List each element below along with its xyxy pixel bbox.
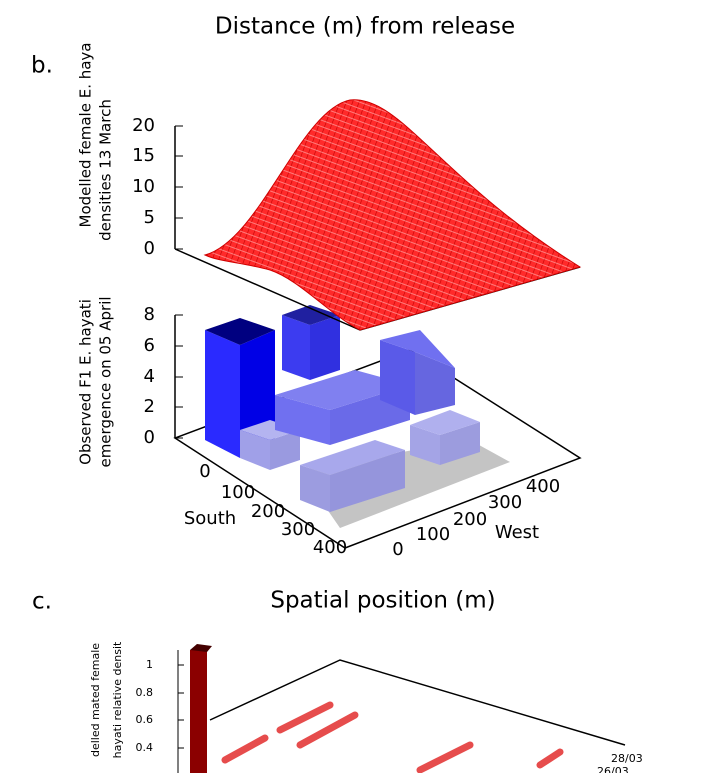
west-tick-label: 200 xyxy=(453,509,487,530)
bar-side xyxy=(330,450,405,512)
bar-face xyxy=(300,465,330,512)
bars xyxy=(205,305,480,512)
y-tick-label: 15 xyxy=(132,145,155,166)
y-tick-label: 0 xyxy=(144,238,155,259)
south-tick-label: 400 xyxy=(313,537,347,558)
bar-face xyxy=(240,430,270,470)
axis-label: Observed F1 E. hayati xyxy=(77,299,95,465)
bar-top xyxy=(380,330,455,368)
bar-side xyxy=(310,315,340,380)
bar-top xyxy=(300,440,405,475)
density-streaks xyxy=(221,701,564,773)
streak xyxy=(536,748,564,769)
streak xyxy=(221,734,269,764)
density-surface xyxy=(203,99,582,331)
bar-side xyxy=(270,430,300,470)
bar-top xyxy=(282,305,340,325)
bar-top xyxy=(190,644,212,652)
bar-side xyxy=(415,352,455,415)
y-tick-label: 20 xyxy=(132,115,155,136)
y-tick-label: 2 xyxy=(144,396,155,417)
streak xyxy=(416,741,474,773)
streak xyxy=(296,711,359,749)
y-tick-label: 0.4 xyxy=(136,741,154,754)
bar-top xyxy=(410,410,480,435)
bar-face xyxy=(205,330,240,458)
panel-title: Spatial position (m) xyxy=(270,588,495,614)
y-tick-label: 0.8 xyxy=(136,686,154,699)
axis-label: South xyxy=(184,508,236,529)
header-title: Distance (m) from release xyxy=(215,14,515,40)
bar-face xyxy=(282,315,310,380)
bar-top xyxy=(205,318,275,345)
y-tick-label: 6 xyxy=(144,335,155,356)
streak xyxy=(276,701,334,734)
south-tick-label: 200 xyxy=(251,501,285,522)
south-tick-label: 0 xyxy=(199,461,210,482)
bar-top xyxy=(275,370,410,410)
panel-label: c. xyxy=(32,589,52,615)
axis-label: emergence on 05 April xyxy=(97,296,115,467)
y-tick-label: 0 xyxy=(144,427,155,448)
box-frame xyxy=(209,659,626,746)
bar-face xyxy=(410,425,440,465)
axis-label: Modelled female E. haya xyxy=(77,43,95,228)
axis-label: West xyxy=(495,522,539,543)
west-tick-label: 400 xyxy=(526,476,560,497)
density-bar xyxy=(190,650,207,773)
bar-side xyxy=(440,422,480,465)
west-tick-label: 0 xyxy=(392,539,403,560)
west-tick-label: 300 xyxy=(488,492,522,513)
date-label: 26/03 xyxy=(597,765,629,773)
y-tick-label: 0.6 xyxy=(136,713,154,726)
axis-label: densities 13 March xyxy=(97,99,115,241)
y-tick-label: 5 xyxy=(144,207,155,228)
panel-label: b. xyxy=(31,53,53,79)
bar-face xyxy=(275,395,330,445)
axis-label: hayati relative densit xyxy=(111,641,124,758)
y-tick-label: 10 xyxy=(132,176,155,197)
south-tick-label: 300 xyxy=(281,519,315,540)
west-tick-label: 100 xyxy=(416,524,450,545)
y-tick-label: 4 xyxy=(144,366,155,387)
axis-label: delled mated female xyxy=(89,643,102,757)
date-label: 28/03 xyxy=(611,752,643,765)
y-tick-label: 8 xyxy=(144,304,155,325)
y-tick-label: 1 xyxy=(146,658,153,671)
south-tick-label: 100 xyxy=(221,482,255,503)
bar-face xyxy=(380,340,415,415)
